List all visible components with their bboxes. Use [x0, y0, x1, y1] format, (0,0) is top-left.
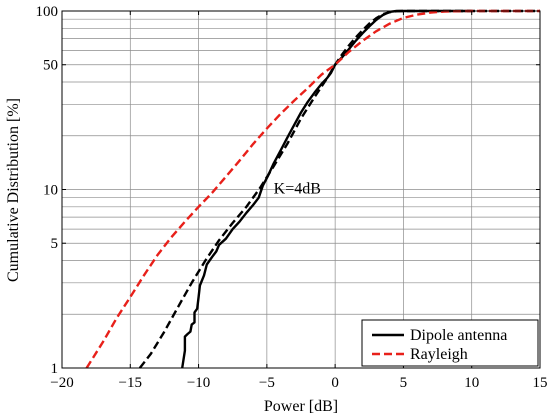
x-tick-label: −20: [50, 375, 73, 391]
x-tick-label: −5: [259, 375, 275, 391]
x-axis-label: Power [dB]: [264, 398, 338, 415]
y-axis-label: Cumulative Distribution [%]: [5, 98, 22, 282]
x-tick-label: −15: [119, 375, 142, 391]
y-tick-labels: 1 5 10 50 100: [36, 4, 59, 377]
x-tick-label: 10: [464, 375, 479, 391]
y-tick-label: 50: [43, 58, 58, 74]
y-tick-label: 5: [51, 236, 59, 252]
x-tick-label: −10: [187, 375, 210, 391]
legend-box: [361, 319, 539, 367]
series-layer: [85, 9, 540, 369]
x-tick-label: 0: [331, 375, 339, 391]
y-tick-label: 10: [43, 183, 58, 199]
legend-label: Dipole antenna: [410, 327, 507, 344]
series-line-2: [138, 9, 540, 369]
x-tick-label: 15: [533, 375, 548, 391]
x-tick-labels: −20 −15 −10 −5 0 5 10 15: [50, 375, 547, 391]
series-line-3: [85, 9, 540, 369]
x-tick-label: 5: [400, 375, 408, 391]
legend-label: Rayleigh: [410, 346, 468, 363]
y-tick-label: 1: [51, 361, 59, 377]
y-tick-label: 100: [36, 4, 59, 20]
legend: Dipole antenna Rayleigh: [361, 319, 539, 367]
annotations: K=4dB: [274, 180, 321, 197]
annotation-k-factor: K=4dB: [274, 180, 321, 197]
